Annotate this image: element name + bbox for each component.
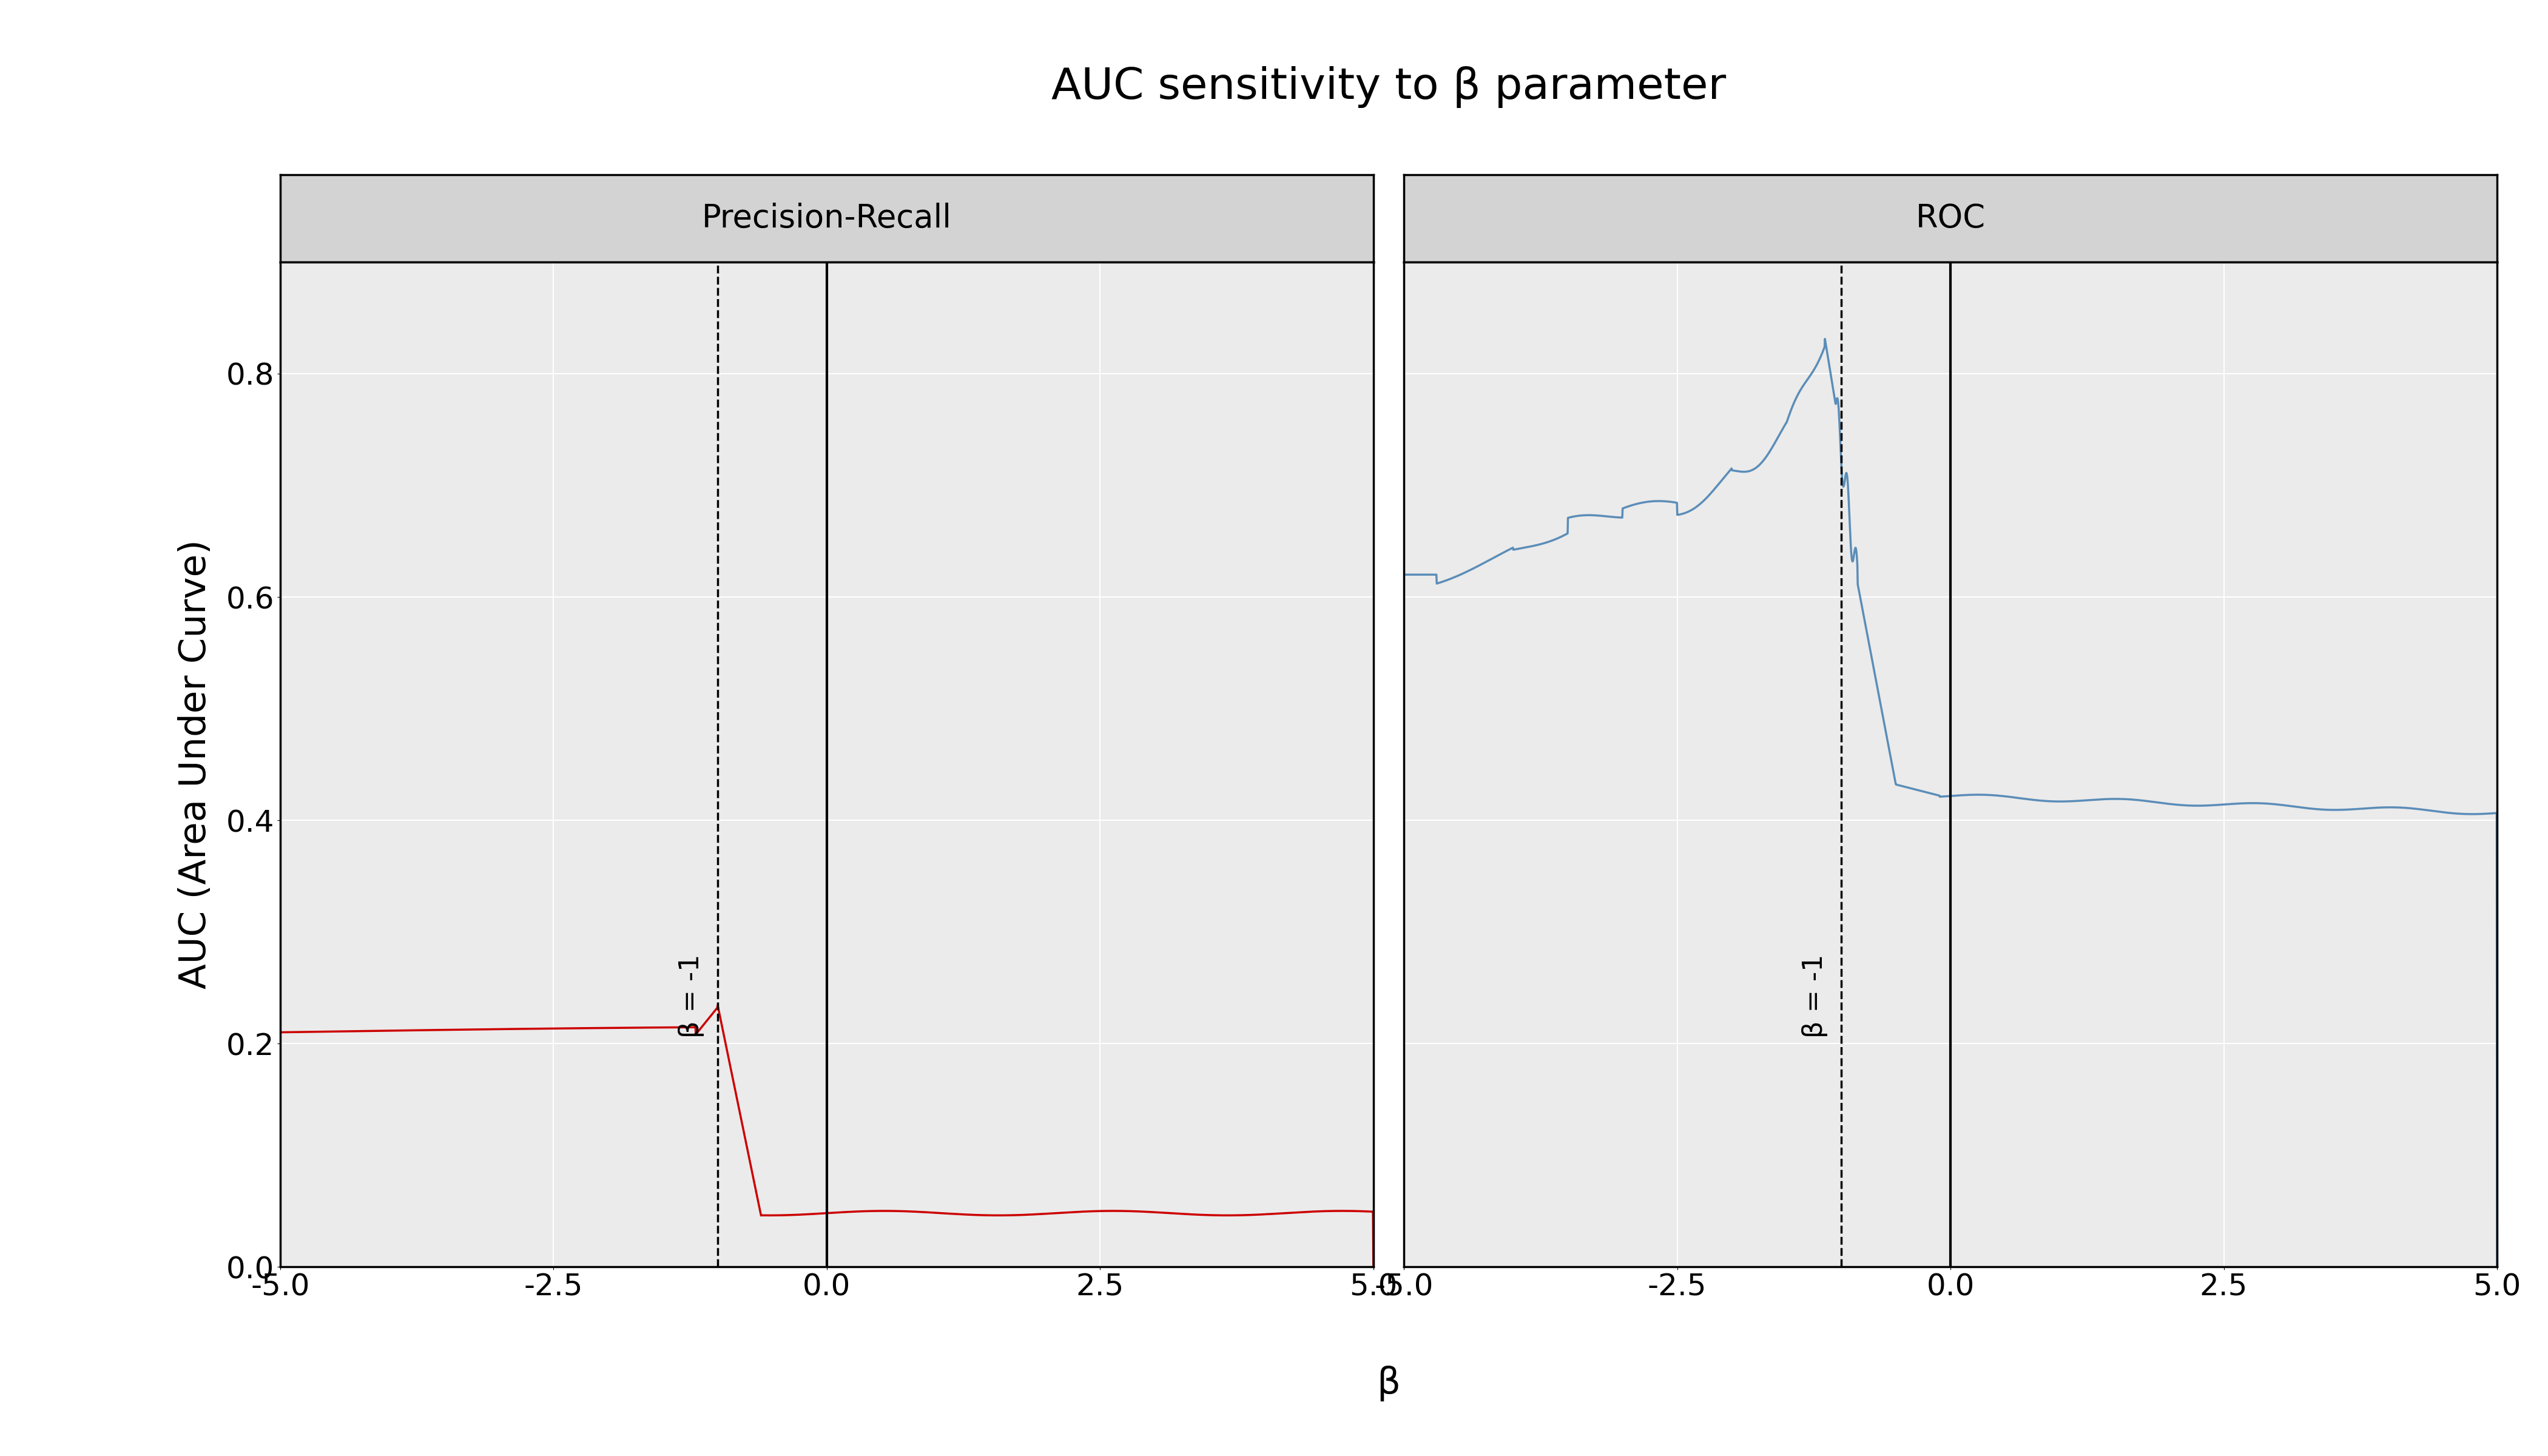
Text: β = -1: β = -1: [678, 954, 703, 1038]
Text: Precision-Recall: Precision-Recall: [701, 202, 953, 234]
Text: β: β: [1376, 1366, 1401, 1401]
Text: β = -1: β = -1: [1801, 954, 1827, 1038]
Y-axis label: AUC (Area Under Curve): AUC (Area Under Curve): [178, 540, 214, 989]
Text: AUC sensitivity to β parameter: AUC sensitivity to β parameter: [1052, 67, 1725, 108]
Text: ROC: ROC: [1916, 202, 1985, 234]
